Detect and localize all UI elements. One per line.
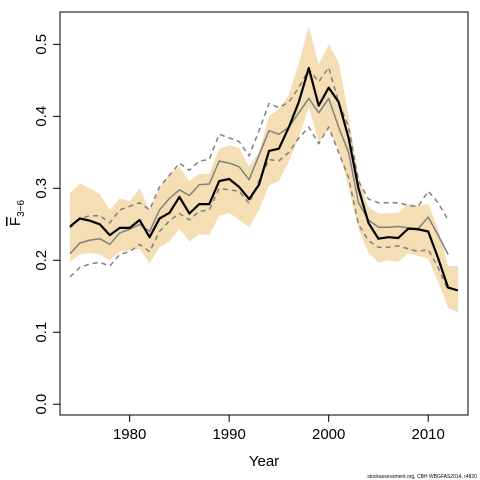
x-axis-title: Year <box>249 453 279 470</box>
x-axis: 1980 1990 2000 2010 <box>113 415 445 443</box>
series-line-1 <box>69 66 459 292</box>
y-tick-label: 0.4 <box>33 106 50 127</box>
plot-frame <box>59 11 469 416</box>
x-tick-label: 1990 <box>212 426 245 443</box>
y-axis-title-subscript: 3−6 <box>16 199 27 216</box>
series-line-2 <box>69 97 449 255</box>
y-tick-label: 0.2 <box>33 250 50 271</box>
series-line-4 <box>69 66 449 229</box>
credit-text: stockassessment.org, CBH WBGFAS2014, r48… <box>367 474 477 480</box>
y-axis: 0.0 0.1 0.2 0.3 0.4 0.5 <box>33 34 60 415</box>
x-tick-label: 2000 <box>312 426 345 443</box>
y-tick-label: 0.0 <box>33 394 50 415</box>
y-tick-label: 0.5 <box>33 34 50 55</box>
y-tick-label: 0.3 <box>33 178 50 199</box>
y-tick-label: 0.1 <box>33 322 50 343</box>
x-tick-label: 1980 <box>113 426 146 443</box>
y-axis-title-main: F <box>7 217 24 226</box>
y-axis-title: F3−6 <box>7 199 27 226</box>
x-tick-label: 2010 <box>412 426 445 443</box>
svg-text:F3−6: F3−6 <box>7 199 27 226</box>
plot-area <box>69 26 459 313</box>
